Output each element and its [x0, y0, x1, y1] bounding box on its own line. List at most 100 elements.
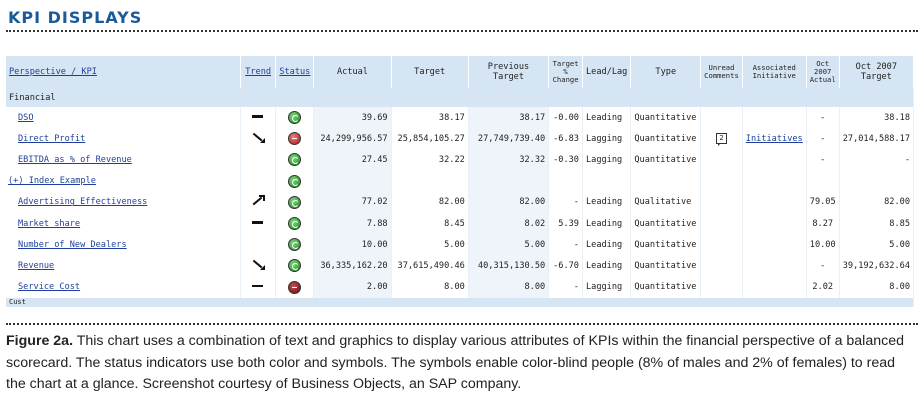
target-value: 25,854,105.27: [397, 133, 465, 144]
status-cell: [275, 234, 315, 256]
kpi-link[interactable]: Advertising Effectiveness: [18, 197, 148, 208]
type-cell: Quantitative: [630, 276, 702, 298]
kpi-name-cell: (+) Index Example: [6, 170, 241, 192]
kpi-name-cell[interactable]: Advertising Effectiveness: [6, 191, 241, 213]
figure-caption: Figure 2a. This chart uses a combination…: [6, 331, 918, 396]
sort-perspective-link[interactable]: Perspective / KPI: [9, 67, 97, 77]
kpi-name-cell[interactable]: Revenue: [6, 255, 241, 277]
associated-initiative-cell: [742, 107, 807, 129]
actual-cell: 2.00: [313, 276, 392, 298]
type-value: Qualitative: [634, 197, 692, 208]
kpi-name-cell[interactable]: DSO: [6, 107, 241, 129]
target-value: 82.00: [438, 197, 465, 208]
caption-divider: [6, 323, 918, 325]
trend-cell: [240, 191, 277, 213]
kpi-name-cell[interactable]: Number of New Dealers: [6, 234, 241, 256]
unread-comments-cell: [700, 212, 743, 235]
oct-actual-cell: 8.27: [806, 212, 840, 235]
oct-target-value: -: [904, 154, 910, 165]
oct-actual-cell: -: [806, 128, 840, 150]
page-header: KPI DISPLAYS: [6, 6, 918, 32]
target-pct-change-value: -: [573, 197, 579, 208]
previous-target-value: 38.17: [519, 112, 546, 123]
target-pct-change-cell: -0.00: [548, 107, 583, 129]
table-row: (+) Index Example: [6, 170, 915, 192]
lead-lag-value: Lagging: [585, 133, 623, 144]
kpi-link[interactable]: DSO: [18, 112, 34, 123]
kpi-link[interactable]: Number of New Dealers: [18, 239, 127, 250]
unread-comments-cell: [700, 149, 743, 171]
target-cell: 32.22: [391, 149, 469, 171]
associated-initiative-cell[interactable]: Initiatives: [742, 128, 807, 150]
oct-actual-cell: -: [806, 149, 840, 171]
kpi-label[interactable]: (+) Index Example: [8, 176, 96, 187]
col-header-type: Type: [630, 56, 702, 88]
lead-lag-cell: Leading: [582, 234, 632, 256]
lead-lag-value: Lagging: [585, 154, 623, 165]
kpi-name-cell[interactable]: Service Cost: [6, 276, 241, 298]
unread-comments-cell: [700, 234, 743, 256]
target-pct-change-value: 5.39: [558, 218, 579, 229]
type-cell: Quantitative: [630, 128, 702, 150]
initiatives-link[interactable]: Initiatives: [745, 133, 803, 144]
trend-down-icon: [251, 131, 266, 144]
table-row: Number of New Dealers 10.00 5.00 5.00 - Leadi…: [6, 234, 915, 256]
sort-status-link[interactable]: Status: [279, 67, 311, 77]
lead-lag-cell: Lagging: [582, 276, 632, 298]
oct-actual-cell: 10.00: [806, 234, 840, 256]
trend-cell: [240, 276, 277, 298]
kpi-link[interactable]: Revenue: [18, 260, 55, 271]
col-header-trend[interactable]: Trend: [240, 56, 277, 88]
group-row-partial: Cust: [6, 297, 914, 307]
previous-target-value: 40,315,130.50: [477, 260, 546, 271]
status-cell: [275, 149, 315, 171]
previous-target-cell: 5.00: [468, 234, 550, 256]
trend-cell: [240, 128, 277, 150]
kpi-link[interactable]: EBITDA as % of Revenue: [18, 154, 132, 165]
target-pct-change-cell: -6.70: [548, 255, 583, 277]
col-header-status[interactable]: Status: [275, 56, 315, 88]
actual-value: 77.02: [361, 197, 388, 208]
actual-value: 36,335,162.20: [320, 260, 388, 271]
col-header-unread-comments: Unread Comments: [700, 56, 743, 88]
col-header-perspective[interactable]: Perspective / KPI: [6, 56, 241, 88]
actual-value: 27.45: [361, 154, 388, 165]
kpi-name-cell[interactable]: EBITDA as % of Revenue: [6, 149, 241, 171]
target-cell: 38.17: [391, 107, 469, 129]
unread-comments-cell: [700, 191, 743, 213]
kpi-link[interactable]: Market share: [18, 218, 81, 229]
kpi-link[interactable]: Service Cost: [18, 282, 81, 293]
actual-cell: 7.88: [313, 212, 392, 235]
comment-icon[interactable]: 2: [715, 133, 727, 147]
unread-comments-cell: [700, 107, 743, 129]
col-header-actual: Actual: [313, 56, 392, 88]
target-value: 37,615,490.46: [397, 260, 465, 271]
oct-target-cell: 39,192,632.64: [839, 255, 915, 277]
previous-target-value: 8.02: [524, 218, 546, 229]
type-value: Quantitative: [634, 154, 697, 165]
previous-target-cell: 8.02: [468, 212, 550, 235]
target-cell: 5.00: [391, 234, 469, 256]
sort-trend-link[interactable]: Trend: [245, 67, 272, 77]
kpi-name-cell[interactable]: Direct Profit: [6, 128, 241, 150]
oct-target-value: 39,192,632.64: [842, 260, 910, 271]
trend-down-icon: [251, 258, 266, 271]
status-cell: [275, 107, 315, 129]
associated-initiative-cell: [742, 276, 807, 298]
target-value: 38.17: [438, 112, 465, 123]
target-cell: [391, 170, 469, 192]
unread-comments-cell: [700, 170, 743, 192]
trend-cell: [240, 255, 277, 277]
oct-actual-cell: 79.05: [806, 191, 840, 213]
actual-value: 2.00: [366, 282, 388, 293]
associated-initiative-cell: [742, 170, 807, 192]
status-red-icon: [288, 132, 302, 146]
target-pct-change-cell: -: [548, 191, 583, 213]
status-cell: [275, 170, 315, 192]
target-cell: 8.00: [391, 276, 469, 298]
oct-target-cell: 82.00: [839, 191, 915, 213]
target-pct-change-cell: [548, 170, 583, 192]
kpi-link[interactable]: Direct Profit: [18, 133, 86, 144]
kpi-name-cell[interactable]: Market share: [6, 212, 241, 235]
previous-target-value: 5.00: [524, 239, 546, 250]
